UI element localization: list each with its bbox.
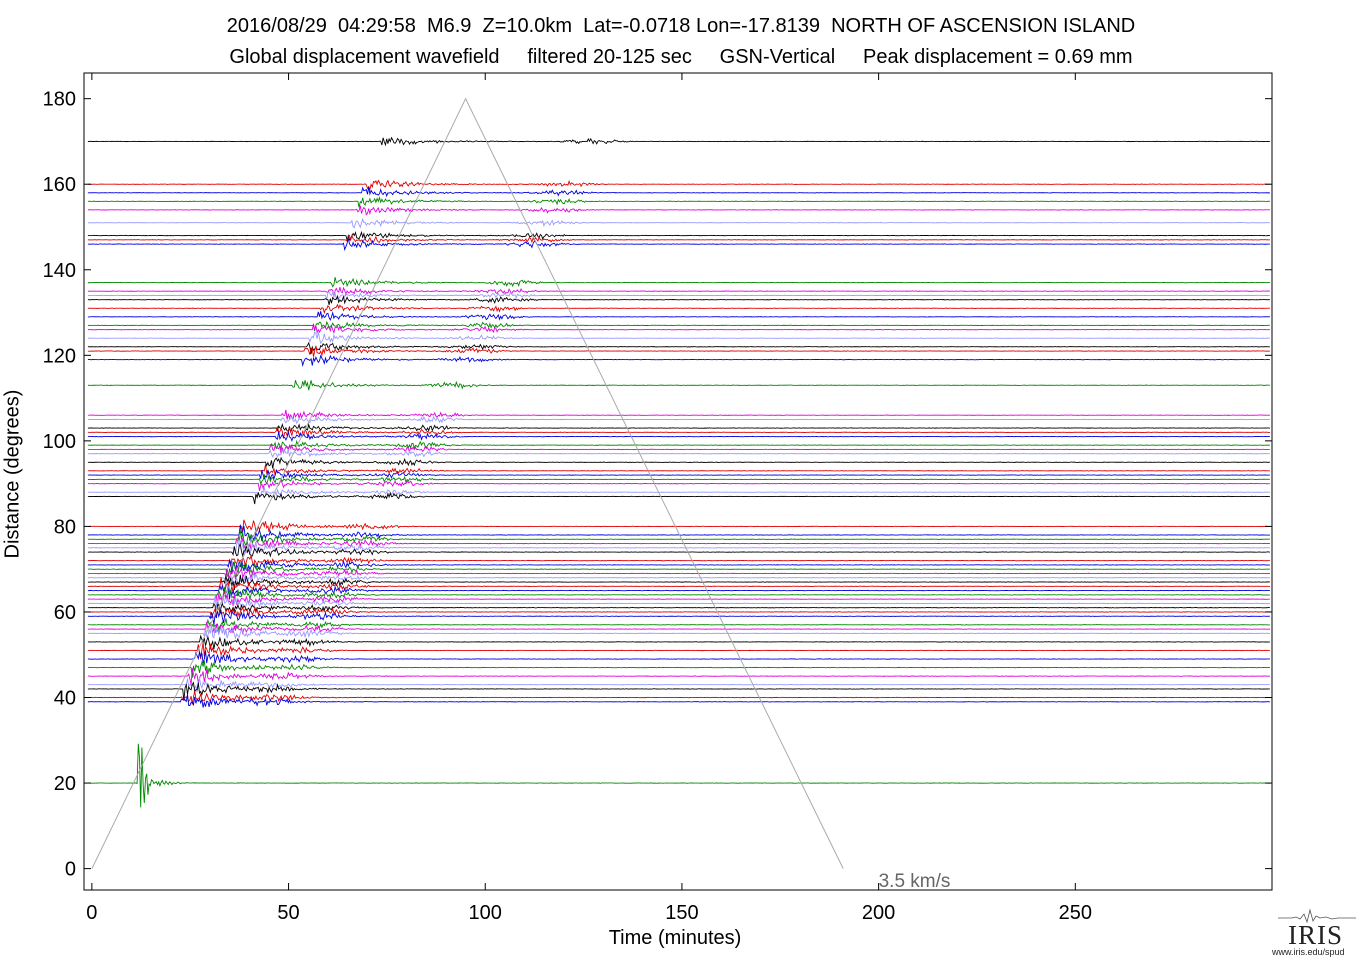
y-tick-label: 0 <box>65 859 76 881</box>
seismogram-trace <box>87 577 1270 594</box>
velocity-reference-line <box>91 97 844 869</box>
seismogram-trace <box>87 592 1270 606</box>
seismogram-trace <box>87 230 1270 242</box>
iris-logo-url: www.iris.edu/spud <box>1272 947 1345 957</box>
seismogram-trace <box>87 694 1270 708</box>
seismogram-trace <box>87 690 1270 705</box>
seismogram-trace <box>87 205 1270 216</box>
x-tick-label: 0 <box>86 902 97 924</box>
seismogram-trace <box>87 491 1270 505</box>
seismogram-trace <box>87 320 1270 331</box>
seismogram-trace <box>87 586 1270 604</box>
seismogram-trace <box>87 345 1270 357</box>
seismogram-trace <box>87 449 1270 458</box>
x-tick-label: 50 <box>277 902 299 924</box>
x-tick-label: 250 <box>1059 902 1092 924</box>
seismogram-trace <box>87 341 1270 355</box>
seismogram-trace <box>87 561 1270 578</box>
seismogram-trace <box>87 542 1270 558</box>
x-tick-label: 150 <box>665 902 698 924</box>
seismogram-trace <box>87 217 1270 229</box>
seismogram-trace <box>87 295 1270 306</box>
plot-frame <box>83 72 1273 891</box>
seismogram-trace <box>87 574 1270 590</box>
seismogram-trace <box>87 650 1270 664</box>
seismogram-trace <box>87 566 1270 580</box>
seismogram-trace <box>87 660 1270 678</box>
seismogram-trace <box>87 186 1270 198</box>
seismogram-trace <box>87 468 1270 481</box>
seismogram-trace <box>87 642 1270 660</box>
seismogram-trace <box>87 668 1270 685</box>
seismogram-trace <box>87 238 1270 252</box>
seismogram-trace <box>87 602 1270 618</box>
y-tick-label: 160 <box>43 174 76 196</box>
chart-title: 2016/08/29 04:29:58 M6.9 Z=10.0km Lat=-0… <box>226 15 1136 37</box>
seismogram-trace <box>87 409 1270 420</box>
seismogram-trace <box>87 606 1270 619</box>
seismogram-trace <box>87 524 1271 542</box>
seismogram-trace <box>87 439 1270 451</box>
seismogram-trace <box>87 634 1270 650</box>
seismogram-trace <box>87 426 1270 439</box>
seismogram-trace <box>87 415 1270 425</box>
iris-logo: IRIS www.iris.edu/spud <box>1270 908 1362 961</box>
seismograph-wave-icon <box>1278 908 1356 924</box>
y-axis-label: Distance (degrees) <box>1 389 24 559</box>
seismogram-trace <box>87 596 1271 609</box>
x-tick-label: 200 <box>862 902 895 924</box>
seismogram-trace <box>87 534 1270 551</box>
iris-logo-word: IRIS <box>1288 920 1344 950</box>
seismogram-trace <box>87 136 1270 147</box>
seismogram-trace <box>87 291 1270 300</box>
seismogram-trace <box>87 179 1270 191</box>
y-tick-label: 40 <box>54 688 76 710</box>
seismogram-trace <box>87 743 1270 808</box>
y-tick-label: 80 <box>54 516 76 538</box>
seismogram-trace <box>87 519 1270 533</box>
y-tick-label: 60 <box>54 602 76 624</box>
seismogram-trace <box>87 286 1270 298</box>
seismogram-trace <box>87 277 1270 288</box>
seismogram-trace <box>87 624 1270 640</box>
seismogram-trace <box>87 323 1270 335</box>
seismogram-trace <box>87 311 1270 322</box>
seismogram-trace <box>87 464 1270 476</box>
seismogram-trace <box>87 558 1270 574</box>
seismogram-trace <box>87 380 1270 391</box>
seismogram-trace <box>87 539 1270 557</box>
seismogram-trace <box>87 572 1271 588</box>
velocity-reference-label: 3.5 km/s <box>879 871 951 892</box>
chart-subtitle: Global displacement wavefield filtered 2… <box>229 46 1133 68</box>
seismogram-trace <box>87 474 1270 486</box>
seismogram-trace <box>87 330 1270 345</box>
seismogram-trace <box>87 478 1270 491</box>
seismogram-trace <box>87 553 1270 568</box>
y-tick-label: 140 <box>43 260 76 282</box>
seismogram-trace <box>87 681 1270 701</box>
y-tick-label: 20 <box>54 773 76 795</box>
y-tick-label: 100 <box>43 431 76 453</box>
x-axis-label: Time (minutes) <box>608 927 742 949</box>
seismogram-trace <box>87 530 1270 546</box>
y-tick-label: 120 <box>43 345 76 367</box>
seismogram-trace <box>87 618 1270 632</box>
seismogram-trace <box>87 431 1270 443</box>
seismogram-trace <box>87 584 1270 600</box>
seismogram-trace <box>87 621 1270 635</box>
seismogram-trace <box>87 422 1271 433</box>
seismogram-trace <box>87 609 1270 626</box>
seismogram-trace <box>87 677 1270 693</box>
seismogram-trace <box>87 443 1270 455</box>
seismogram-trace <box>87 486 1270 497</box>
seismogram-trace <box>87 354 1270 367</box>
seismogram-trace <box>87 233 1270 244</box>
seismogram-trace <box>87 196 1270 208</box>
seismogram-trace <box>87 303 1270 315</box>
seismogram-trace <box>87 456 1270 469</box>
x-tick-label: 100 <box>469 902 502 924</box>
y-tick-label: 180 <box>43 89 76 111</box>
